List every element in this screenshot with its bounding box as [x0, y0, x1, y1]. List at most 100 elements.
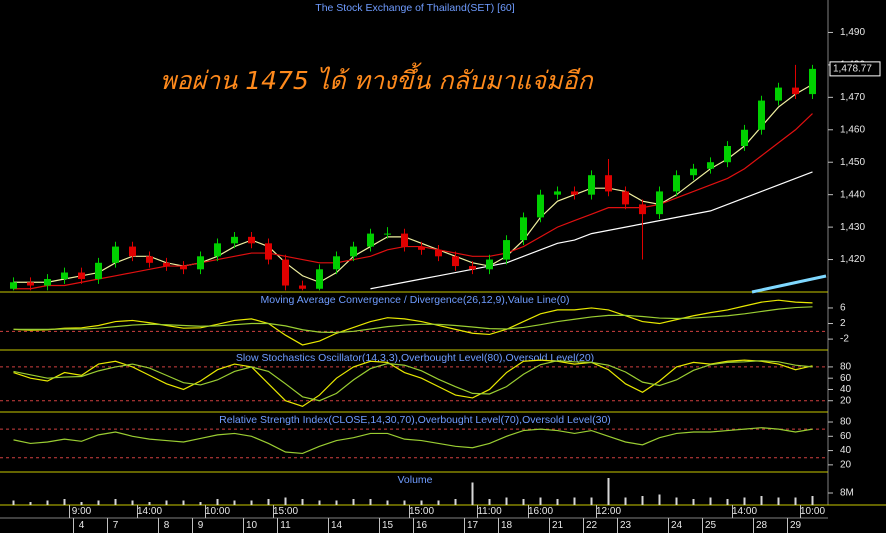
day-label: 17 — [467, 520, 479, 531]
volume-bar — [131, 500, 134, 505]
volume-bar — [454, 499, 457, 505]
y-tick-label: 1,440 — [840, 189, 865, 200]
candle-body — [10, 282, 17, 289]
annotation: พอผ่าน 1475 ได้ ทางขึ้น กลับมาแจ่มอีก — [160, 62, 594, 95]
volume-bar — [386, 500, 389, 505]
candle-body — [282, 259, 289, 286]
candle-body — [163, 262, 170, 267]
indicator-line — [13, 113, 813, 290]
candle-body — [622, 191, 629, 205]
y-tick-label: 6 — [840, 303, 846, 314]
x-tick-label: 9:00 — [72, 506, 92, 517]
volume-bar — [573, 497, 576, 505]
candle-body — [61, 272, 68, 280]
x-tick-label: 15:00 — [273, 506, 298, 517]
volume-bar — [488, 499, 491, 505]
candle-body — [299, 285, 306, 289]
candle-body — [656, 191, 663, 215]
x-tick-label: 14:00 — [137, 506, 162, 517]
indicator-line — [13, 427, 813, 455]
candle-body — [231, 236, 238, 244]
volume-bar — [760, 496, 763, 505]
y-tick-label: -2 — [840, 334, 849, 345]
candle-body — [588, 175, 595, 195]
day-label: 11 — [280, 520, 291, 531]
candle-body — [27, 282, 34, 286]
volume-bar — [743, 497, 746, 505]
candle-body — [707, 162, 714, 169]
day-label: 29 — [790, 520, 802, 531]
volume-bar — [624, 497, 627, 505]
candle-body — [741, 129, 748, 146]
volume-bar — [437, 500, 440, 505]
candle-body — [384, 233, 391, 235]
volume-bar — [233, 500, 236, 505]
volume-bar — [369, 499, 372, 505]
volume-bar — [12, 500, 15, 505]
candle-body — [129, 246, 136, 257]
day-label: 23 — [620, 520, 632, 531]
candle-body — [792, 87, 799, 95]
y-tick-label: 20 — [840, 395, 852, 406]
volume-bar — [267, 499, 270, 505]
candle-body — [214, 243, 221, 257]
day-label: 16 — [416, 520, 428, 531]
candle-body — [809, 68, 816, 95]
volume-bar — [46, 500, 49, 505]
day-label: 15 — [382, 520, 394, 531]
candle-body — [758, 100, 765, 130]
y-tick-label: 60 — [840, 373, 852, 384]
y-tick-label: 60 — [840, 431, 852, 442]
y-tick-label: 1,470 — [840, 92, 865, 103]
volume-bar — [318, 500, 321, 505]
indicator-line — [13, 299, 813, 346]
candle-body — [554, 191, 561, 195]
volume-bar — [97, 500, 100, 505]
y-tick-label: 40 — [840, 384, 852, 395]
volume-bar — [80, 502, 83, 505]
volume-bar — [539, 497, 542, 505]
volume-bar — [114, 499, 117, 505]
y-tick-label: 1,490 — [840, 27, 865, 38]
volume-bar — [352, 499, 355, 505]
day-label: 21 — [552, 520, 564, 531]
indicator-line — [13, 306, 813, 334]
volume-bar — [505, 497, 508, 505]
indicator-line — [13, 360, 813, 402]
last-price-label: 1,478.77 — [833, 64, 872, 75]
y-tick-label: 20 — [840, 459, 852, 470]
candle-body — [146, 256, 153, 263]
volume-bar — [590, 497, 593, 505]
x-tick-label: 10:00 — [800, 506, 825, 517]
x-tick-label: 10:00 — [205, 506, 230, 517]
candle-body — [248, 236, 255, 244]
volume-bar — [63, 499, 66, 505]
trend-line — [751, 274, 827, 294]
day-label: 25 — [705, 520, 717, 531]
volume-bar — [335, 500, 338, 505]
volume-bar — [709, 497, 712, 505]
volume-bar — [29, 502, 32, 505]
day-label: 8 — [164, 520, 170, 531]
y-tick-label: 2 — [840, 318, 846, 329]
panel-title: Slow Stochastics Oscillator(14,3,3),Over… — [236, 352, 594, 364]
x-tick-label: 15:00 — [409, 506, 434, 517]
y-tick-label: 1,450 — [840, 157, 865, 168]
x-tick-label: 14:00 — [732, 506, 757, 517]
candle-body — [435, 249, 442, 257]
y-tick-label: 8M — [840, 488, 854, 499]
volume-bar — [641, 496, 644, 505]
indicator-line — [13, 83, 813, 283]
candle-body — [673, 175, 680, 192]
panel-title: Volume — [397, 474, 432, 486]
volume-bar — [556, 499, 559, 505]
candle-body — [537, 194, 544, 218]
day-label: 18 — [501, 520, 513, 531]
y-tick-label: 1,430 — [840, 222, 865, 233]
candle-body — [639, 204, 646, 215]
candle-body — [503, 240, 510, 260]
x-tick-label: 16:00 — [528, 506, 553, 517]
volume-bar — [420, 500, 423, 505]
volume-bar — [250, 500, 253, 505]
